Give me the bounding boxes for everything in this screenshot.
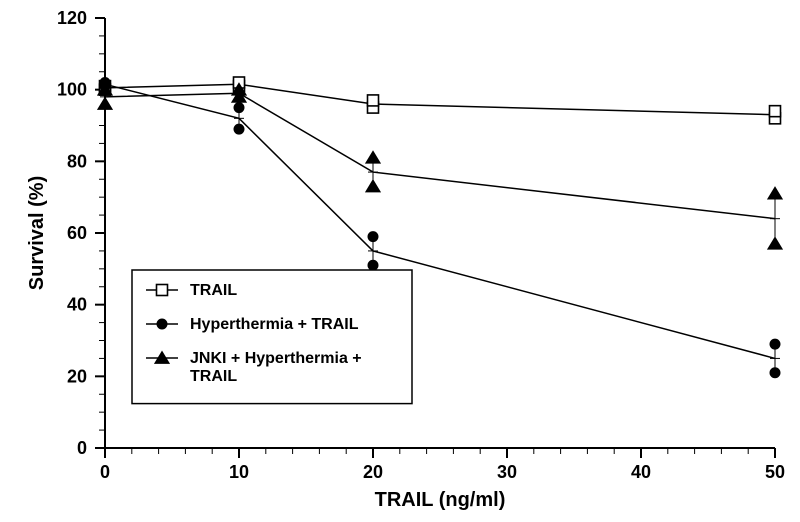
svg-text:60: 60 — [67, 223, 87, 243]
svg-text:0: 0 — [77, 438, 87, 458]
svg-text:20: 20 — [363, 462, 383, 482]
survival-chart: 0 10 20 30 40 50 TRAIL (ng/ml) 0 20 40 60 80 100 120 S… — [0, 0, 800, 522]
svg-text:TRAIL: TRAIL — [190, 282, 237, 299]
svg-text:20: 20 — [67, 366, 87, 386]
svg-text:100: 100 — [57, 80, 87, 100]
svg-text:30: 30 — [497, 462, 517, 482]
svg-text:JNKI + Hyperthermia +: JNKI + Hyperthermia + — [190, 350, 362, 367]
svg-text:TRAIL (ng/ml): TRAIL (ng/ml) — [375, 489, 506, 511]
legend: TRAIL Hyperthermia + TRAIL JNKI + Hyperthe… — [132, 270, 412, 404]
svg-text:TRAIL: TRAIL — [190, 368, 237, 385]
svg-text:40: 40 — [67, 295, 87, 315]
chart-svg: 0 10 20 30 40 50 TRAIL (ng/ml) 0 20 40 60 80 100 120 S… — [0, 0, 800, 522]
svg-text:120: 120 — [57, 8, 87, 28]
svg-text:40: 40 — [631, 462, 651, 482]
svg-text:50: 50 — [765, 462, 785, 482]
svg-text:0: 0 — [100, 462, 110, 482]
svg-text:10: 10 — [229, 462, 249, 482]
svg-text:80: 80 — [67, 151, 87, 171]
svg-text:Hyperthermia + TRAIL: Hyperthermia + TRAIL — [190, 316, 359, 333]
svg-text:Survival (%): Survival (%) — [26, 176, 48, 290]
